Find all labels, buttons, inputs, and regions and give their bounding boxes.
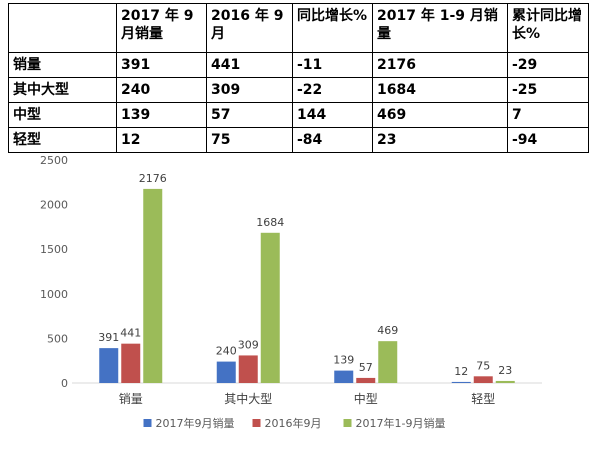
header-cell-sep-2016: 2016 年 9 月	[206, 3, 293, 53]
bar	[238, 355, 258, 383]
data-label: 2176	[139, 172, 167, 185]
x-tick-label: 其中大型	[224, 391, 272, 406]
y-tick-label: 2000	[40, 199, 68, 212]
x-tick-label: 销量	[119, 392, 143, 406]
legend-label: 2017年1-9月销量	[356, 416, 446, 430]
legend-label: 2017年9月销量	[156, 416, 235, 430]
bar-chart-container: 0 500 1000 1500 2000 2500 391 441 2176 销量 240 309 16…	[20, 146, 550, 446]
table-cell: 轻型	[8, 127, 117, 153]
legend-swatch	[143, 419, 152, 427]
table-row: 中型 139 57 144 469 7	[8, 102, 589, 128]
header-cell-ytd-2017: 2017 年 1-9 月销量	[372, 3, 508, 53]
table-cell: 469	[372, 102, 508, 128]
table-cell: 12	[116, 127, 207, 153]
y-tick-label: 2500	[40, 154, 68, 167]
table-cell: -94	[507, 127, 589, 153]
table-row: 其中大型 240 309 -22 1684 -25	[8, 77, 589, 103]
table-cell: 240	[116, 77, 207, 103]
data-label: 57	[359, 361, 373, 374]
table-cell: 57	[206, 102, 293, 128]
table-cell: 销量	[8, 52, 117, 78]
table-cell: 其中大型	[8, 77, 117, 103]
y-tick-label: 1000	[40, 288, 68, 301]
legend-swatch	[343, 419, 352, 427]
table-cell: 2176	[372, 52, 508, 78]
bar	[473, 376, 493, 383]
y-tick-label: 0	[61, 377, 68, 390]
header-cell-ytd-yoy: 累计同比增长%	[507, 3, 589, 53]
bar	[260, 232, 280, 383]
header-cell-blank	[8, 3, 117, 53]
data-label: 75	[476, 359, 490, 372]
y-tick-label: 1500	[40, 243, 68, 256]
table-cell: 144	[292, 102, 373, 128]
table-cell: 中型	[8, 102, 117, 128]
table-cell: 391	[116, 52, 207, 78]
table-cell: 139	[116, 102, 207, 128]
header-cell-yoy: 同比增长%	[292, 3, 373, 53]
table-cell: 309	[206, 77, 293, 103]
table-row: 销量 391 441 -11 2176 -29	[8, 52, 589, 78]
x-tick-label: 轻型	[471, 392, 495, 406]
table-cell: -11	[292, 52, 373, 78]
data-label: 23	[498, 364, 512, 377]
bar	[143, 188, 163, 383]
table-cell: -22	[292, 77, 373, 103]
data-label: 391	[98, 331, 119, 344]
data-label: 309	[238, 338, 259, 351]
y-tick-label: 500	[47, 332, 68, 345]
bar	[216, 361, 236, 383]
data-label: 240	[216, 345, 237, 358]
data-label: 12	[454, 365, 468, 378]
bar	[356, 377, 376, 383]
bar	[378, 341, 398, 383]
legend-label: 2016年9月	[265, 416, 322, 430]
legend-swatch	[252, 419, 261, 427]
table-cell: 7	[507, 102, 589, 128]
table-cell: -84	[292, 127, 373, 153]
bar	[99, 348, 119, 383]
data-label: 441	[120, 327, 141, 340]
x-tick-label: 中型	[354, 391, 378, 406]
bar	[495, 380, 515, 383]
table-cell: 1684	[372, 77, 508, 103]
table-cell: -29	[507, 52, 589, 78]
sales-table: 2017 年 9 月销量 2016 年 9 月 同比增长% 2017 年 1-9…	[8, 3, 589, 153]
bar	[334, 370, 354, 383]
table-cell: -25	[507, 77, 589, 103]
bar	[451, 381, 471, 383]
data-label: 469	[377, 324, 398, 337]
header-cell-sep-2017: 2017 年 9 月销量	[116, 3, 207, 53]
data-label: 1684	[256, 216, 284, 229]
bar-chart: 0 500 1000 1500 2000 2500 391 441 2176 销量 240 309 16…	[40, 154, 542, 430]
bar	[121, 343, 141, 383]
table-cell: 441	[206, 52, 293, 78]
table-row: 轻型 12 75 -84 23 -94	[8, 127, 589, 153]
table-header-row: 2017 年 9 月销量 2016 年 9 月 同比增长% 2017 年 1-9…	[8, 3, 589, 53]
data-label: 139	[333, 354, 354, 367]
